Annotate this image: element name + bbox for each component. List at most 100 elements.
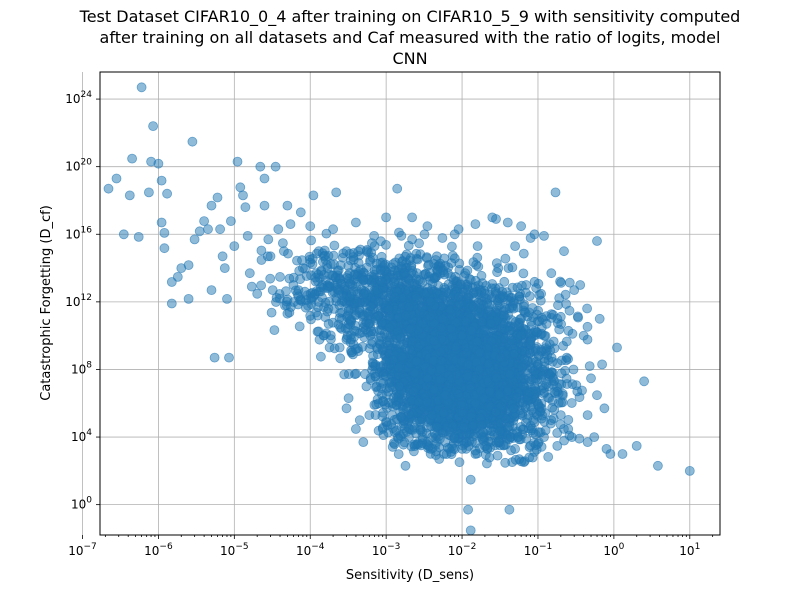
data-point [118,229,129,240]
data-point [436,355,447,366]
data-point [470,398,481,409]
data-point [111,173,122,184]
data-point [552,358,563,369]
data-point [360,369,371,380]
data-point [425,444,436,454]
data-point [511,392,522,403]
chart-title-line-3: CNN [392,49,427,68]
data-point [357,327,368,338]
data-point [401,403,412,414]
data-point [521,433,532,444]
data-point [518,268,529,279]
data-point [153,158,164,169]
data-point [413,274,424,285]
data-point [453,388,464,399]
y-tick-label: 100 [71,496,92,512]
data-point [612,342,622,353]
data-point [377,424,388,434]
data-point [498,318,509,328]
data-point [472,336,483,347]
data-point [329,240,340,251]
data-point [550,187,561,198]
data-point [516,221,526,232]
data-point [429,335,440,346]
data-point [458,422,469,433]
data-point [440,437,451,448]
data-point [229,241,240,252]
data-point [395,411,406,422]
data-point [263,234,274,245]
data-point [404,432,414,443]
data-point [143,187,154,198]
data-point [495,352,506,363]
data-point [548,373,559,384]
data-point [467,420,478,431]
data-point [413,397,424,407]
data-point [516,313,526,324]
data-point [345,337,356,348]
data-point [346,289,357,300]
data-point [533,438,543,449]
data-point [454,258,465,269]
data-point [371,342,382,353]
data-point [537,370,548,381]
data-point [266,307,277,318]
data-point [592,390,602,401]
data-point [320,255,331,265]
data-point [364,410,375,421]
x-axis-ticks: 10−7 10−6 10−5 10−4 10−3 10−2 10−1 100 101 [68,535,714,558]
data-point [574,433,585,444]
data-point [238,190,248,201]
x-tick-label: 10−5 [220,542,249,558]
y-tick-label: 1024 [65,90,92,106]
data-point [503,263,514,274]
data-point [592,236,602,246]
data-point [405,324,416,335]
data-point [407,336,418,347]
data-point [582,321,593,332]
data-point [415,416,426,427]
data-point [372,311,383,322]
data-point [541,340,552,351]
data-point [199,216,210,227]
data-point [563,424,574,434]
data-point [259,173,270,184]
data-point [541,318,552,329]
data-point [331,187,342,198]
data-point [539,230,549,241]
data-point [156,175,167,186]
data-point [324,278,335,289]
data-point [404,301,414,312]
y-tick-label: 1020 [65,158,92,174]
data-point [346,347,357,358]
data-point [277,238,288,249]
y-tick-label-base: 10 [71,362,86,376]
data-point [212,192,223,203]
data-point [194,226,205,237]
data-point [307,253,318,264]
data-point [297,263,308,274]
data-point [438,408,449,419]
data-point [341,246,352,257]
y-tick-label-exponent: 16 [81,225,93,235]
data-point [460,268,471,279]
data-point [424,268,435,278]
data-point [225,216,236,227]
data-point [242,230,253,241]
y-tick-label-base: 10 [65,295,80,309]
data-point [354,415,365,426]
data-point [434,454,445,464]
data-point [308,190,319,201]
data-point [172,271,183,282]
data-point [536,288,546,299]
data-point [299,286,310,297]
data-point [267,285,278,296]
data-point [584,361,595,372]
x-tick-label-exponent: −7 [84,542,97,552]
data-point [465,525,476,536]
x-tick-label-base: 10 [296,544,311,558]
data-point [396,230,407,241]
data-points [103,82,695,536]
data-point [561,352,572,363]
data-point [419,229,430,240]
